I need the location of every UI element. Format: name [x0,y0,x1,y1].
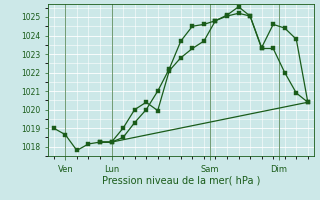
X-axis label: Pression niveau de la mer( hPa ): Pression niveau de la mer( hPa ) [102,175,260,185]
